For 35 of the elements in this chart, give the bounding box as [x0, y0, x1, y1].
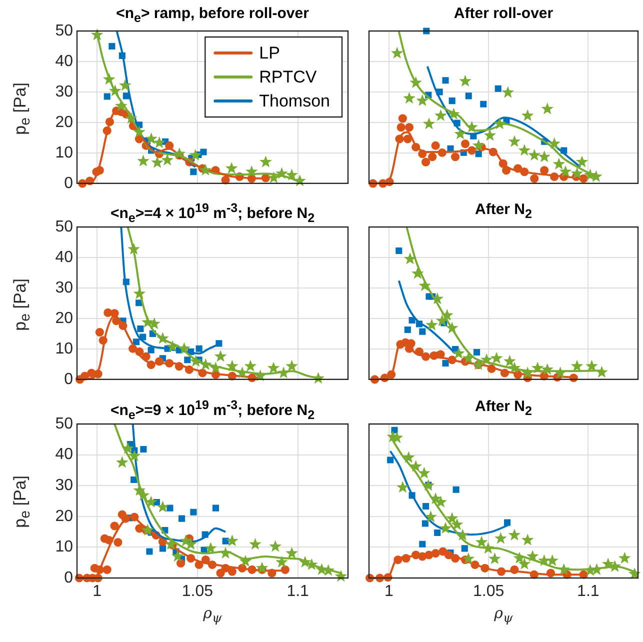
- y-tick-label: 10: [55, 538, 74, 556]
- y-tick-label: 50: [55, 218, 74, 236]
- chart-title: <n$_{e}$> ramp, before roll-over: [116, 5, 309, 25]
- x-tick-label: 1: [384, 583, 394, 600]
- y-tick-label: 40: [55, 52, 74, 70]
- y-tick-label: 40: [55, 248, 74, 266]
- x-tick-label: 1.1: [286, 583, 310, 600]
- legend-label: LP: [259, 44, 280, 63]
- x-tick-label: 1.1: [577, 583, 600, 600]
- y-tick-label: 20: [55, 114, 74, 131]
- x-tick-label: 1.05: [182, 583, 214, 600]
- chart-title: After N$_{2}$: [474, 398, 533, 418]
- y-tick-label: 30: [55, 477, 74, 494]
- y-tick-label: 20: [55, 310, 74, 327]
- y-tick-label: 50: [55, 22, 74, 40]
- y-tick-label: 0: [64, 174, 74, 192]
- legend-label: RPTCV: [259, 68, 318, 87]
- y-tick-label: 50: [55, 415, 74, 432]
- chart-title: After N$_{2}$: [474, 201, 533, 221]
- y-tick-label: 0: [64, 370, 74, 388]
- chart-title: <n$_{e}$>=4 × 10$^{19}$ m$^{-3}$; before N$_{2}$: [110, 201, 315, 225]
- y-tick-label: 30: [55, 83, 74, 100]
- x-axis-title: ρ$_{ψ}$: [493, 604, 514, 625]
- y-tick-label: 0: [64, 569, 74, 586]
- y-tick-label: 40: [55, 446, 74, 464]
- legend-label: Thomson: [259, 92, 330, 111]
- y-tick-label: 20: [55, 508, 74, 525]
- chart-title: After roll-over: [452, 5, 554, 22]
- y-tick-label: 10: [55, 144, 74, 162]
- x-tick-label: 1.05: [472, 583, 504, 600]
- x-axis-title: ρ$_{ψ}$: [202, 604, 223, 625]
- x-tick-label: 1: [92, 583, 102, 600]
- y-tick-label: 10: [55, 340, 74, 358]
- chart-title: <n$_{e}$>=9 × 10$^{19}$ m$^{-3}$; before N$_{2}$: [110, 398, 315, 422]
- y-tick-label: 30: [55, 279, 74, 296]
